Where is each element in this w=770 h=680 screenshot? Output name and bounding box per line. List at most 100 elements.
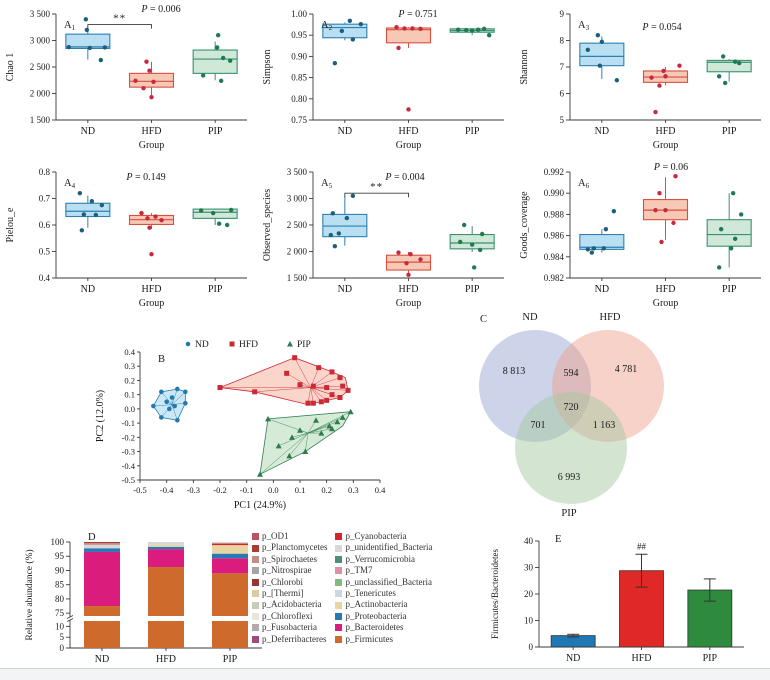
y-axis-title: Relative abundance (%) (24, 549, 35, 640)
legend-label: p_OD1 (262, 531, 289, 541)
data-point (66, 44, 72, 50)
data-point (404, 260, 409, 266)
hfd-point (316, 365, 322, 371)
data-point (677, 63, 682, 68)
data-point (469, 28, 475, 33)
data-point (649, 75, 654, 80)
venn-circle-HFD (552, 330, 664, 442)
y-tick-label: 40 (524, 536, 534, 546)
y-tick-label: 8 (560, 36, 565, 46)
pip-point (347, 408, 354, 415)
data-point (486, 33, 492, 38)
y-tick-label: 0.5 (39, 247, 51, 257)
data-point (218, 78, 224, 83)
y-tick-label: 95 (55, 551, 65, 561)
y-tick-label: 3 500 (287, 167, 308, 177)
legend-item: p_Bacteroidetes (335, 622, 432, 633)
panel-label: A4 (64, 178, 76, 190)
legend-item: p_Nitrospirae (252, 565, 327, 576)
legend-swatch (335, 533, 343, 541)
data-point (153, 214, 158, 219)
y-tick-label: 2 500 (287, 220, 308, 230)
venn-count-nd-pip: 701 (531, 420, 546, 431)
legend-label: p_Actinobacteria (345, 599, 408, 610)
data-point (339, 28, 345, 34)
data-point (83, 17, 89, 22)
data-point (328, 232, 334, 238)
y-tick-label: 10 (524, 616, 534, 626)
y-tick-label: 0.6 (39, 220, 51, 230)
venn-count-nd: 8 813 (503, 366, 526, 377)
legend-swatch (252, 544, 259, 552)
data-point (151, 79, 156, 85)
nd-point (159, 415, 164, 420)
legend-item: p_Cyanobacteria (335, 531, 432, 542)
pip-point (265, 415, 271, 422)
x-tick-label: -0.5 (133, 485, 146, 495)
panel-a2-simpson-boxplot: 0.75 0.80 0.85 0.90 0.95 1.00 ND HFD PIP Group Sim… (262, 9, 504, 151)
significance-stars: ** (113, 13, 126, 25)
stack-seg-p_Firmicutes (212, 573, 248, 616)
group-label: ND (338, 284, 352, 295)
legend-item: p_Actinobacteria (335, 599, 432, 610)
data-point (350, 37, 356, 42)
panel-label: A6 (578, 178, 590, 190)
data-point (81, 212, 87, 217)
y-axis-title: Firmicutes/Bacteroidetes (490, 549, 500, 639)
pip-point (302, 448, 309, 455)
data-point (418, 257, 423, 262)
legend-label: p_Proteobacteria (345, 610, 407, 621)
group-label: PIP (223, 654, 238, 665)
nd-point (159, 389, 164, 395)
legend-item: p_OD1 (252, 531, 327, 542)
data-point (589, 250, 595, 255)
data-point (408, 251, 413, 257)
p-value: P = 0.004 (384, 172, 424, 183)
y-tick-label: 0.1 (124, 390, 135, 400)
legend-label: p_Tenericutes (345, 588, 396, 599)
box-PIP (192, 49, 238, 74)
y-tick-label: 0.3 (124, 361, 135, 371)
hfd-point (305, 400, 311, 406)
data-point (406, 107, 411, 112)
data-point (332, 244, 338, 249)
hfd-point (324, 385, 330, 391)
legend-item: p_Acidobacteria (252, 599, 327, 610)
panel-label: E (555, 534, 561, 545)
pip-point (286, 452, 293, 459)
data-point (216, 221, 222, 226)
legend-item: p_Spirochaetes (252, 554, 327, 565)
legend-swatch (252, 567, 259, 575)
data-point (481, 26, 487, 32)
venn-set-label-pip: PIP (561, 508, 576, 519)
hfd-point (310, 400, 316, 406)
y-tick-label: -0.5 (122, 475, 135, 485)
hfd-point (284, 370, 290, 376)
data-point (653, 109, 658, 115)
nd-point (169, 395, 175, 400)
group-label: HFD (141, 284, 161, 295)
legend-swatch (252, 601, 259, 609)
data-point (471, 265, 477, 270)
pca-legend-label: ND (195, 340, 209, 350)
data-point (738, 212, 744, 217)
x-tick-label: -0.1 (240, 485, 253, 495)
stack-seg-p_Firmicutes (148, 621, 184, 648)
data-point (99, 202, 105, 208)
legend-label: p_Cyanobacteria (345, 531, 407, 541)
group-label: ND (595, 284, 609, 295)
legend-swatch (252, 635, 259, 643)
pip-point (287, 341, 293, 347)
data-point (716, 74, 722, 79)
data-point (718, 227, 724, 232)
data-point (84, 27, 90, 33)
group-label: PIP (465, 284, 480, 295)
taxa-legend: p_OD1 p_Planctomycetes p_Spirochaetes p_Nit… (252, 531, 488, 645)
x-tick-label: -0.3 (187, 485, 200, 495)
venn-count-hfd: 4 781 (615, 364, 638, 375)
stack-seg-p_Proteobacteria (84, 548, 120, 552)
data-point (93, 212, 99, 218)
data-point (611, 209, 617, 214)
legend-label: p_Verrucomicrobia (345, 553, 415, 564)
y-tick-label: 0.990 (544, 188, 565, 198)
